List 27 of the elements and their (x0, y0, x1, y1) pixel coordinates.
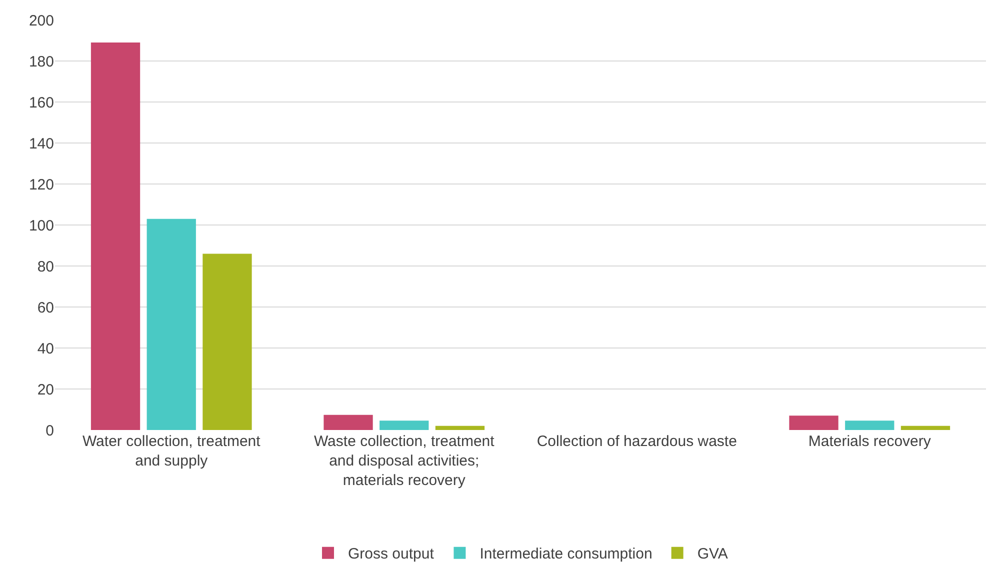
bar (900, 426, 950, 430)
y-tick-label: 160 (28, 94, 54, 112)
y-tick-label: 40 (37, 340, 54, 358)
y-tick-label: 200 (28, 12, 54, 30)
bar (90, 42, 140, 430)
y-tick-label: 140 (28, 135, 54, 152)
bar (324, 414, 373, 430)
y-tick-label: 80 (37, 258, 54, 276)
legend-label: GVA (697, 546, 728, 563)
x-tick-label: Collection of hazardous waste (536, 433, 737, 450)
y-tick-label: 120 (28, 176, 54, 194)
legend-label: Intermediate consumption (480, 546, 652, 563)
bar (435, 426, 485, 430)
x-tick-label: Materials recovery (808, 433, 932, 450)
x-tick-label: Water collection, treatment and supply (82, 433, 262, 470)
bar (380, 420, 429, 430)
bar (146, 218, 196, 430)
y-tick-label: 20 (37, 381, 54, 398)
y-tick-label: 60 (37, 299, 54, 316)
bar (202, 254, 252, 430)
y-tick-label: 100 (28, 217, 54, 234)
y-tick-label: 0 (46, 422, 54, 440)
x-tick-label: Waste collection, treatment and disposal activities; materials recovery (314, 433, 496, 489)
bar (845, 420, 894, 430)
bar (789, 416, 838, 430)
legend-label: Gross output (348, 546, 435, 563)
y-tick-label: 180 (28, 53, 54, 70)
